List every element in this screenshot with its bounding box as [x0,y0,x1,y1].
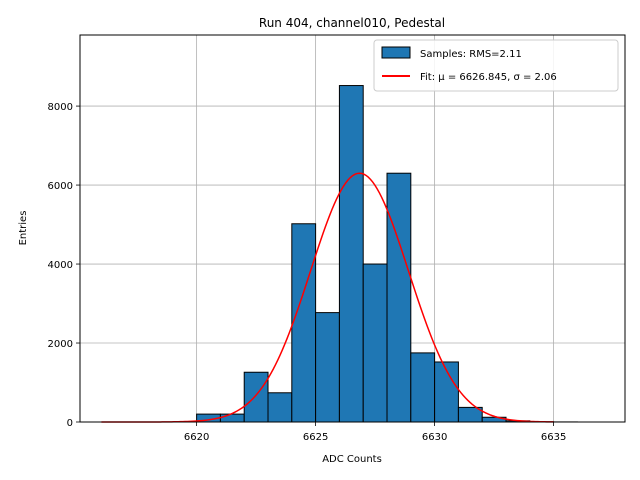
y-tick-label: 6000 [48,181,73,192]
x-axis-label: ADC Counts [322,454,382,465]
chart-title: Run 404, channel010, Pedestal [259,16,445,30]
y-tick-label: 0 [67,418,73,429]
legend-box [373,39,619,92]
y-tick-label: 8000 [48,102,73,113]
histogram-bars [196,85,578,423]
plot-frame [79,34,626,423]
histogram-bar [291,223,317,423]
x-tick-label: 6635 [541,432,566,443]
legend-swatch-samples [381,46,411,59]
histogram-bar [362,263,388,423]
legend: Samples: RMS=2.11 Fit: μ = 6626.845, σ =… [373,39,619,92]
y-axis-label: Entries [18,211,29,246]
histogram-bar [410,352,436,423]
x-axis-ticks: 6620 6625 6630 6635 [184,422,566,443]
legend-label-samples: Samples: RMS=2.11 [420,49,522,60]
histogram-bar [219,413,245,423]
histogram-bar [243,371,269,423]
histogram-bar [267,392,293,423]
y-tick-label: 4000 [48,260,73,271]
y-axis-ticks: 0 2000 4000 6000 8000 [48,102,80,429]
x-tick-label: 6630 [422,432,447,443]
histogram-bar [386,172,412,423]
legend-label-fit: Fit: μ = 6626.845, σ = 2.06 [420,72,557,83]
y-tick-label: 2000 [48,339,73,350]
x-tick-label: 6625 [303,432,328,443]
histogram-bar [315,312,340,423]
x-tick-label: 6620 [184,432,209,443]
histogram-bar [338,85,364,423]
